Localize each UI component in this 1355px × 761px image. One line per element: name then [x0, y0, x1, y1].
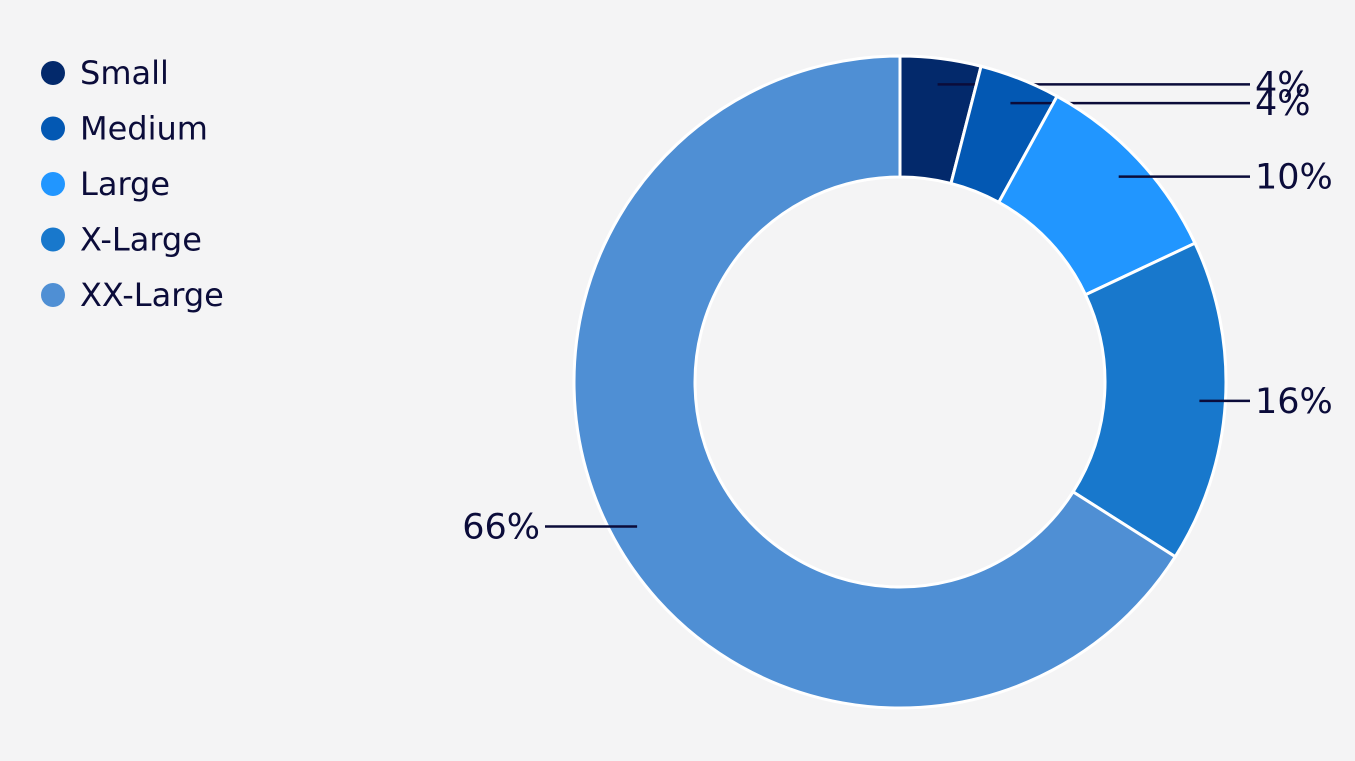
legend-label: X-Large — [80, 221, 202, 259]
data-label: 10% — [1255, 158, 1333, 198]
legend-label: Large — [80, 165, 170, 203]
legend-swatch — [41, 116, 65, 141]
data-label: 4% — [1255, 84, 1311, 124]
legend-label: Medium — [80, 110, 208, 148]
legend-label: XX-Large — [80, 276, 224, 314]
data-label: 4% — [1255, 65, 1311, 105]
data-label: 16% — [1255, 382, 1333, 422]
data-label: 66% — [462, 508, 540, 548]
legend-swatch — [41, 227, 65, 252]
donut-slice — [572, 54, 1178, 710]
legend-swatch — [41, 283, 65, 307]
legend-swatch — [41, 61, 65, 85]
legend-label: Small — [80, 54, 169, 92]
legend-swatch — [41, 172, 65, 196]
